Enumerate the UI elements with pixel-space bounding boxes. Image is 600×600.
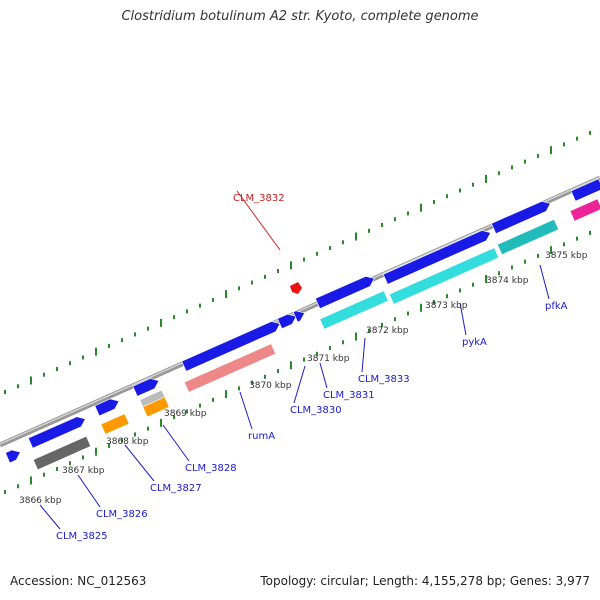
gene-rumA [181, 321, 281, 372]
inner-tick-track [4, 230, 591, 494]
gene-label[interactable]: CLM_3833 [358, 374, 410, 385]
leader-line [124, 444, 155, 482]
gene-label[interactable]: CLM_3830 [290, 405, 342, 416]
gene-clm-3828-b [142, 396, 170, 418]
gene-pykA [382, 230, 492, 285]
gene-next-reverse [569, 198, 600, 222]
gene-label[interactable]: rumA [248, 431, 275, 442]
kbp-label: 3871 kbp [307, 354, 350, 364]
kbp-label-track: 3866 kbp 3867 kbp 3868 kbp 3869 kbp 3870 kbp… [19, 251, 588, 506]
leader-line [361, 337, 366, 373]
outer-tick-track [4, 130, 591, 394]
gene-label[interactable]: pfkA [545, 301, 568, 312]
gene-clm-3830 [277, 313, 297, 330]
gene-clm-3833 [315, 275, 375, 309]
gene-clm-3826 [27, 416, 86, 449]
gene-clm-3831 [292, 310, 306, 323]
gene-clm-3826-rev [32, 435, 92, 471]
gene-pfkA-rev [497, 219, 559, 255]
gene-label[interactable]: CLM_3827 [150, 483, 202, 494]
gene-label[interactable]: CLM_3831 [323, 390, 375, 401]
gene-pykA-rev [388, 247, 500, 305]
leader-line [319, 362, 328, 389]
gene-pfkA [491, 200, 551, 234]
kbp-label: 3867 kbp [62, 466, 105, 476]
gene-label[interactable]: CLM_3826 [96, 509, 148, 520]
gene-clm-3832 [290, 282, 302, 294]
gene-clm-3825 [5, 449, 21, 464]
gene-label[interactable]: CLM_3825 [56, 531, 108, 542]
gene-track [5, 178, 600, 471]
gene-clm-3833-rev [319, 290, 389, 330]
leader-line [77, 474, 101, 508]
gene-label-track: CLM_3825 CLM_3826 CLM_3827 CLM_3828 rumA CLM_… [56, 193, 568, 542]
gene-label[interactable]: CLM_3832 [233, 193, 285, 204]
accession-text: Accession: NC_012563 [10, 574, 147, 588]
kbp-label: 3870 kbp [249, 381, 292, 391]
kbp-label: 3875 kbp [545, 251, 588, 261]
genome-title: Clostridium botulinum A2 str. Kyoto, com… [121, 9, 479, 24]
gene-clm-3827 [94, 398, 120, 417]
label-leader-lines [39, 190, 550, 530]
gene-clm-3827-rev [100, 413, 130, 435]
kbp-label: 3872 kbp [366, 326, 409, 336]
genome-summary-text: Topology: circular; Length: 4,155,278 bp… [260, 574, 590, 588]
kbp-label: 3873 kbp [425, 301, 468, 311]
kbp-label: 3866 kbp [19, 496, 62, 506]
gene-rumA-rev [183, 343, 277, 393]
gene-clm-3828 [132, 378, 160, 397]
leader-line [162, 424, 190, 462]
leader-line [236, 190, 281, 251]
kbp-label: 3874 kbp [486, 276, 529, 286]
leader-line [459, 302, 467, 336]
leader-line [539, 264, 550, 300]
gene-label[interactable]: pykA [462, 337, 487, 348]
leader-line [293, 365, 306, 404]
kbp-label: 3869 kbp [164, 409, 207, 419]
gene-label[interactable]: CLM_3828 [185, 463, 237, 474]
leader-line [39, 504, 61, 530]
kbp-label: 3868 kbp [106, 437, 149, 447]
leader-line [239, 391, 253, 430]
